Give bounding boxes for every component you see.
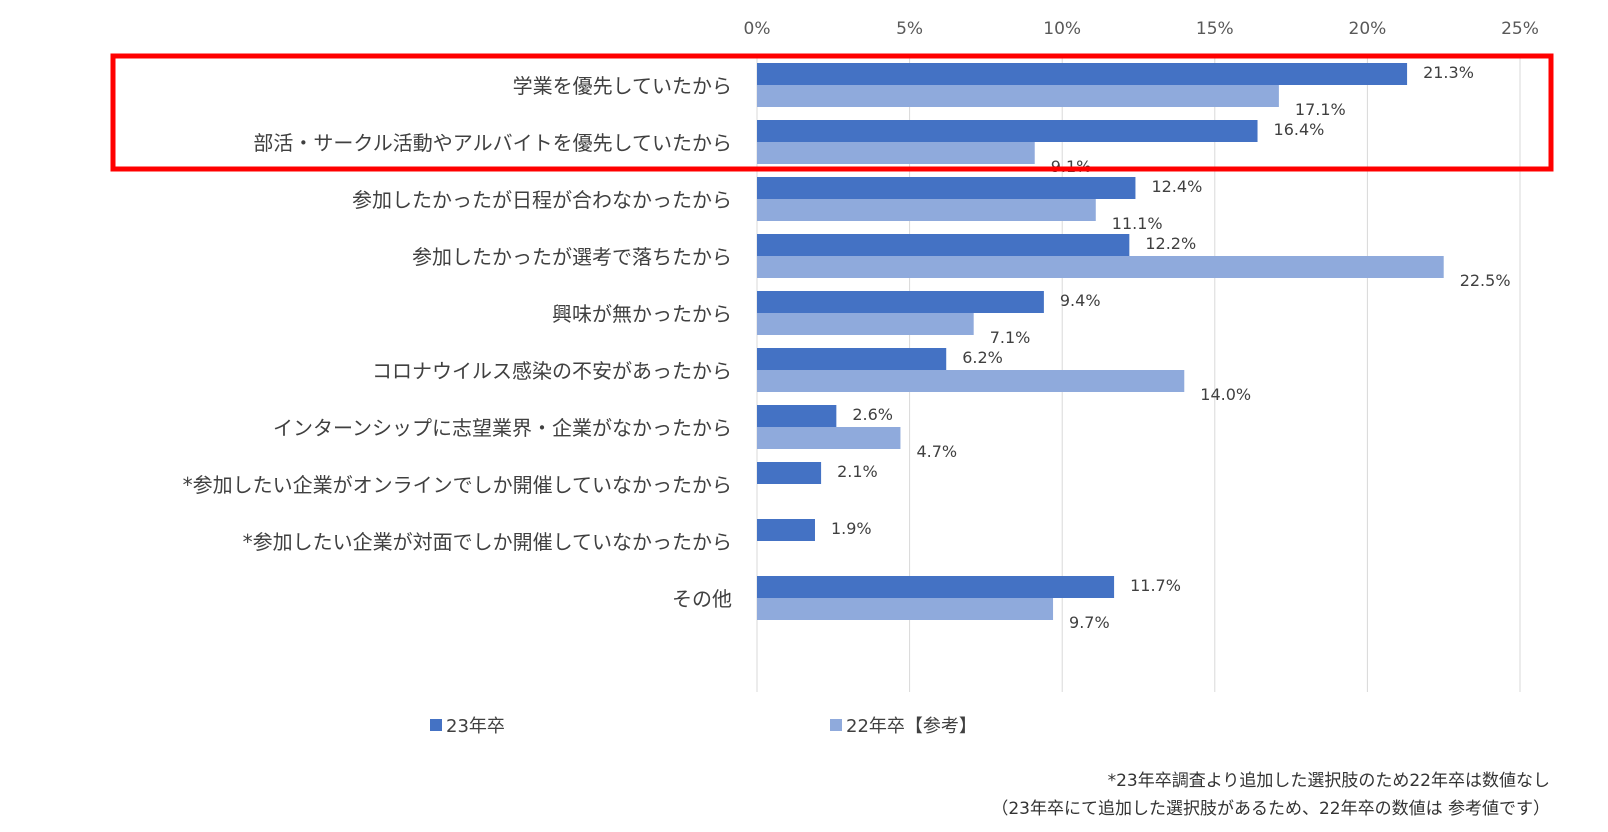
- category-label-1: 部活・サークル活動やアルバイトを優先していたから: [253, 131, 732, 155]
- legend-label-23: 23年卒: [446, 716, 505, 737]
- bar-s2-1: [757, 142, 1035, 164]
- bar-s1-2: [757, 177, 1136, 199]
- bar-s2-2: [757, 199, 1096, 221]
- data-label-s2-0: 17.1%: [1295, 100, 1346, 119]
- category-label-5: コロナウイルス感染の不安があったから: [372, 359, 732, 383]
- data-label-s2-2: 11.1%: [1112, 214, 1163, 233]
- data-label-s1-5: 6.2%: [962, 348, 1003, 367]
- data-label-s1-9: 11.7%: [1130, 576, 1181, 595]
- data-label-s2-9: 9.7%: [1069, 613, 1110, 632]
- data-label-s1-1: 16.4%: [1274, 120, 1325, 139]
- x-tick-label-3: 15%: [1196, 19, 1234, 39]
- bar-s1-5: [757, 348, 947, 370]
- data-label-s1-4: 9.4%: [1060, 291, 1101, 310]
- data-label-s1-7: 2.1%: [837, 462, 878, 481]
- x-tick-label-1: 5%: [896, 19, 923, 39]
- category-label-7: *参加したい企業がオンラインでしか開催していなかったから: [183, 473, 732, 497]
- legend-swatch-22: [830, 719, 842, 731]
- bar-s2-6: [757, 427, 901, 449]
- bar-s1-4: [757, 291, 1044, 313]
- legend-item-22: 22年卒【参考】: [830, 712, 977, 738]
- bar-s1-1: [757, 120, 1258, 142]
- legend-label-22: 22年卒【参考】: [846, 716, 977, 737]
- bar-chart: 0% 5% 10% 15% 20% 25% 学業を優先していたから 21.3% 17.1% 部活・…: [110, 19, 1554, 692]
- category-label-8: *参加したい企業が対面でしか開催していなかったから: [243, 530, 732, 554]
- category-label-3: 参加したかったが選考で落ちたから: [412, 245, 732, 269]
- data-label-s2-3: 22.5%: [1460, 271, 1511, 290]
- bar-s1-6: [757, 405, 837, 427]
- category-label-6: インターンシップに志望業界・企業がなかったから: [273, 416, 732, 440]
- bar-s1-3: [757, 234, 1130, 256]
- data-label-s1-0: 21.3%: [1423, 63, 1474, 82]
- x-tick-label-0: 0%: [744, 19, 771, 39]
- data-label-s2-4: 7.1%: [990, 328, 1031, 347]
- data-label-s1-2: 12.4%: [1151, 177, 1202, 196]
- bar-s2-0: [757, 85, 1279, 107]
- bar-s1-9: [757, 576, 1115, 598]
- data-label-s1-8: 1.9%: [831, 519, 872, 538]
- category-label-2: 参加したかったが日程が合わなかったから: [352, 188, 732, 212]
- footnote-line-1: *23年卒調査より追加した選択肢のため22年卒は数値なし: [1107, 771, 1550, 791]
- data-label-s1-3: 12.2%: [1145, 234, 1196, 253]
- x-tick-label-2: 10%: [1043, 19, 1081, 39]
- bar-s1-7: [757, 462, 822, 484]
- data-label-s2-5: 14.0%: [1200, 385, 1251, 404]
- category-label-4: 興味が無かったから: [552, 302, 732, 326]
- x-tick-label-4: 20%: [1349, 19, 1387, 39]
- category-label-9: その他: [672, 587, 732, 611]
- bar-s2-4: [757, 313, 974, 335]
- footnote-line-2: （23年卒にて追加した選択肢があるため、22年卒の数値は 参考値です）: [991, 799, 1550, 819]
- data-label-s1-6: 2.6%: [852, 405, 893, 424]
- bar-s1-0: [757, 63, 1408, 85]
- category-label-0: 学業を優先していたから: [513, 74, 732, 98]
- bar-s2-9: [757, 598, 1054, 620]
- legend-swatch-23: [430, 719, 442, 731]
- bar-s2-5: [757, 370, 1185, 392]
- bar-s2-3: [757, 256, 1444, 278]
- highlight-box: [110, 53, 1554, 172]
- data-label-s2-6: 4.7%: [916, 442, 957, 461]
- bar-s1-8: [757, 519, 815, 541]
- x-tick-label-5: 25%: [1501, 19, 1539, 39]
- legend-item-23: 23年卒: [430, 712, 505, 738]
